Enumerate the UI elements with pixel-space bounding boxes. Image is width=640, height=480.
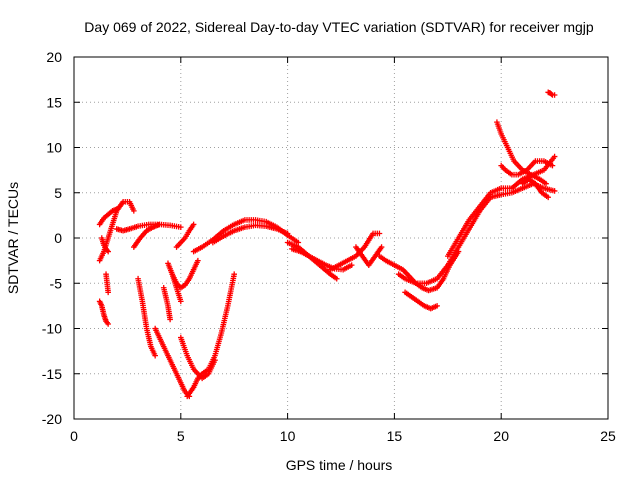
series-arc-h bbox=[152, 325, 193, 400]
chart-title: Day 069 of 2022, Sidereal Day-to-day VTE… bbox=[84, 19, 594, 35]
series-arc-x bbox=[445, 153, 558, 259]
x-tick-label: 0 bbox=[70, 428, 78, 444]
y-tick-label: -10 bbox=[42, 321, 62, 337]
y-tick-label: 0 bbox=[54, 230, 62, 246]
data-point bbox=[376, 230, 383, 237]
y-tick-label: 20 bbox=[46, 49, 62, 65]
series-arc-ac bbox=[545, 89, 558, 98]
series-arc-s bbox=[327, 230, 383, 273]
series-arc-m bbox=[184, 271, 237, 400]
x-axis-label: GPS time / hours bbox=[286, 457, 393, 473]
data-point bbox=[190, 221, 197, 228]
data-point bbox=[551, 188, 558, 194]
series-arc-g bbox=[135, 275, 158, 359]
series-arc-k bbox=[165, 260, 184, 305]
data-point bbox=[284, 230, 291, 237]
y-tick-label: -5 bbox=[50, 275, 63, 291]
data-point bbox=[167, 316, 173, 323]
data-point bbox=[212, 357, 218, 363]
series-arc-n bbox=[178, 334, 218, 382]
series-arc-c bbox=[96, 206, 120, 228]
series-arc-i bbox=[160, 284, 173, 323]
y-tick-label: 5 bbox=[54, 185, 62, 201]
series-arc-z bbox=[494, 119, 549, 187]
data-point bbox=[105, 321, 111, 327]
series-arc-a bbox=[96, 298, 111, 327]
series-arc-f bbox=[131, 221, 163, 250]
data-point bbox=[231, 271, 237, 277]
series-arc-d bbox=[98, 235, 111, 255]
data-point bbox=[152, 352, 158, 359]
data-point bbox=[545, 194, 551, 201]
data-point bbox=[156, 221, 163, 228]
plot-frame bbox=[73, 56, 609, 420]
series-arc-r bbox=[289, 246, 355, 273]
x-tick-label: 10 bbox=[280, 428, 296, 444]
data-point bbox=[105, 248, 111, 255]
data-point bbox=[434, 303, 440, 309]
series-arc-o bbox=[190, 217, 302, 255]
data-point bbox=[549, 162, 556, 169]
y-tick-label: -20 bbox=[42, 411, 62, 427]
series-arc-ab bbox=[519, 176, 551, 201]
data-point bbox=[131, 208, 137, 214]
series-arc-aa bbox=[498, 158, 556, 178]
data-point bbox=[333, 275, 340, 282]
series-arc-a2 bbox=[103, 271, 111, 296]
x-tick-label: 5 bbox=[177, 428, 185, 444]
data-point bbox=[551, 92, 558, 98]
data-point bbox=[113, 206, 120, 212]
x-tick-label: 20 bbox=[493, 428, 509, 444]
data-point bbox=[378, 244, 385, 250]
data-point bbox=[551, 153, 558, 160]
y-tick-label: -15 bbox=[42, 366, 62, 382]
grid-lines bbox=[74, 57, 608, 419]
data-point bbox=[178, 298, 184, 305]
data-point bbox=[543, 180, 549, 187]
x-tick-label: 15 bbox=[387, 428, 403, 444]
data-point bbox=[195, 257, 201, 264]
y-tick-label: 15 bbox=[46, 94, 62, 110]
data-point bbox=[348, 262, 355, 268]
y-axis-label: SDTVAR / TECUs bbox=[5, 182, 21, 294]
series-arc-e bbox=[113, 221, 184, 234]
series-arc-v bbox=[402, 289, 440, 312]
x-tick-label: 25 bbox=[600, 428, 616, 444]
series-arc-l bbox=[173, 221, 197, 250]
y-tick-label: 10 bbox=[46, 140, 62, 156]
data-point bbox=[105, 289, 111, 296]
axis-ticks: 0 5 10 15 20 25 -20 -15 -10 -5 0 5 10 15 20 bbox=[42, 49, 616, 444]
data-point bbox=[548, 91, 555, 97]
data-point bbox=[178, 224, 184, 230]
series-arc-p bbox=[210, 222, 291, 246]
data-points bbox=[96, 89, 558, 400]
